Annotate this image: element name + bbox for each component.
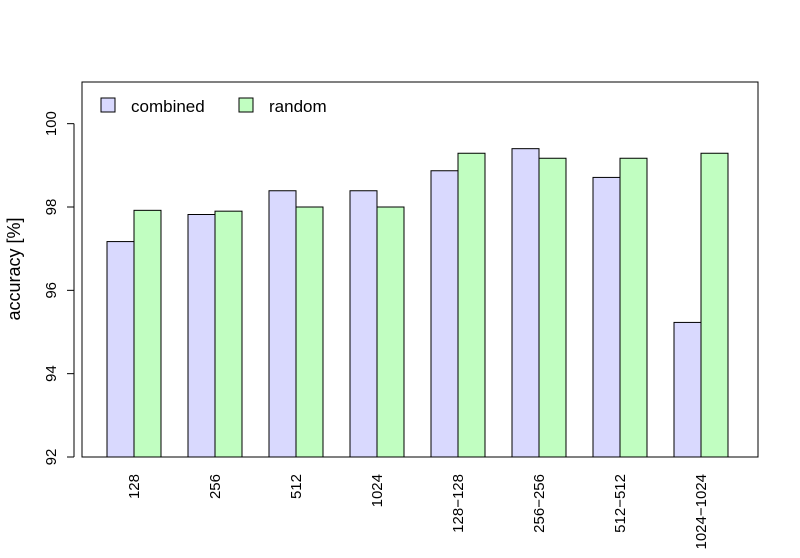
bars-group	[106, 148, 729, 458]
bar-random-5	[538, 157, 567, 458]
bar-combined-4	[430, 170, 459, 458]
bar-combined-6	[592, 176, 621, 458]
y-tick-label-2: 96	[43, 282, 60, 299]
x-tick-label-6: 512−512	[612, 474, 629, 533]
legend-swatch-combined	[100, 97, 116, 113]
bar-random-7	[700, 152, 729, 458]
bar-combined-7	[673, 321, 702, 458]
x-tick-label-1: 256	[207, 474, 224, 499]
bar-combined-5	[511, 148, 540, 458]
bar-random-1	[214, 210, 243, 458]
x-tick-label-2: 512	[288, 474, 305, 499]
legend: combined random	[100, 97, 327, 116]
bar-random-2	[295, 206, 324, 458]
y-axis: 92 94 96 98 100	[43, 111, 75, 466]
legend-label-combined: combined	[131, 97, 205, 116]
plot-frame	[81, 81, 759, 458]
x-axis: 128 256 512 1024 128−128 256−256 512−512 1024−1…	[126, 474, 710, 550]
y-axis-title: accuracy [%]	[4, 217, 24, 320]
bar-combined-0	[106, 241, 135, 458]
bar-random-6	[619, 157, 648, 458]
bar-random-4	[457, 152, 486, 458]
x-tick-label-7: 1024−1024	[693, 474, 710, 550]
y-tick-label-4: 100	[43, 111, 60, 136]
bar-combined-2	[268, 190, 297, 458]
y-tick-label-1: 94	[43, 365, 60, 382]
legend-label-random: random	[269, 97, 327, 116]
bar-combined-3	[349, 190, 378, 458]
x-tick-label-5: 256−256	[531, 474, 548, 533]
y-tick-label-3: 98	[43, 199, 60, 216]
bar-random-0	[133, 209, 162, 458]
legend-swatch-random	[238, 97, 254, 113]
x-tick-label-3: 1024	[369, 474, 386, 507]
bar-random-3	[376, 206, 405, 458]
x-tick-label-4: 128−128	[450, 474, 467, 533]
bar-combined-1	[187, 214, 216, 458]
y-tick-label-0: 92	[43, 449, 60, 466]
x-tick-label-0: 128	[126, 474, 143, 499]
